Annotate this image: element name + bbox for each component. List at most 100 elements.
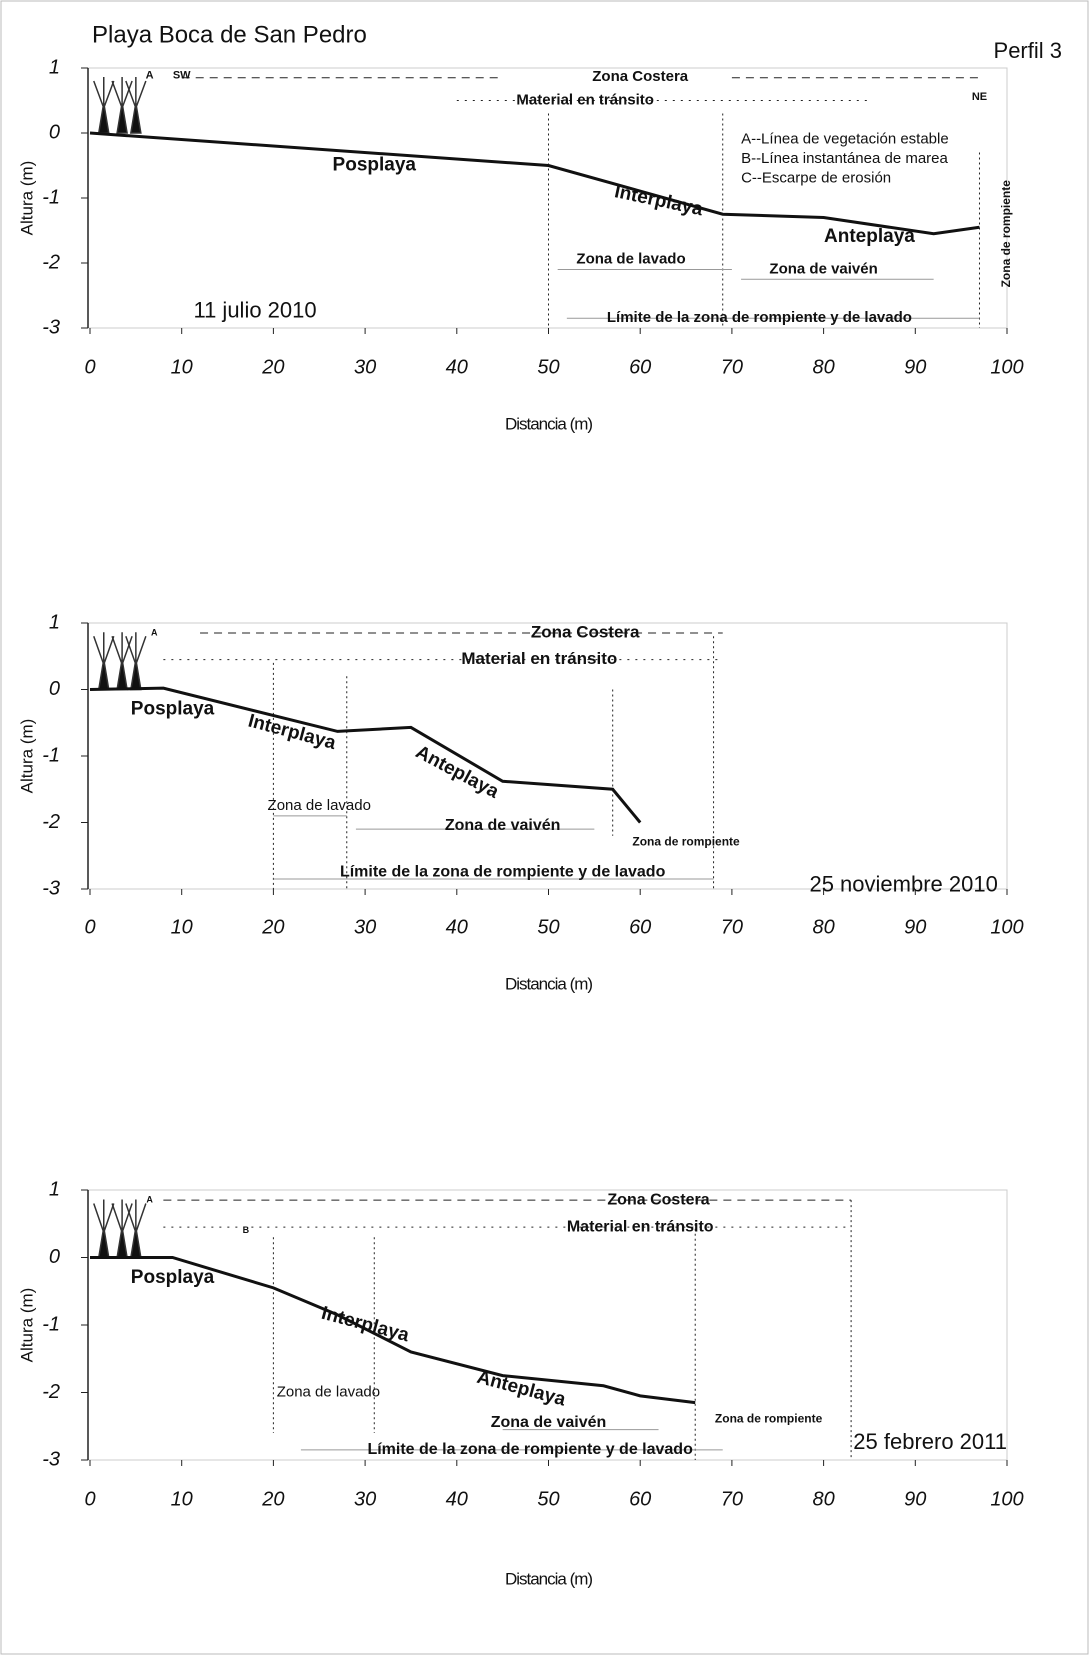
annotation: NE xyxy=(972,91,987,103)
annotation: B xyxy=(243,1225,250,1235)
annotation: Zona Costera xyxy=(607,1191,709,1208)
annotation: Zona de lavado xyxy=(277,1383,380,1400)
x-tick-label: 0 xyxy=(84,916,95,938)
x-tick-label: 80 xyxy=(812,916,834,938)
annotation: Interplaya xyxy=(319,1303,412,1347)
y-tick-label: 0 xyxy=(49,121,60,143)
annotation: 25 febrero 2011 xyxy=(853,1429,1007,1454)
profile-line xyxy=(89,131,980,236)
x-tick-label: 100 xyxy=(990,916,1023,938)
annotation: Anteplaya xyxy=(475,1367,569,1411)
x-tick-label: 30 xyxy=(354,1488,376,1510)
annotation: Posplaya xyxy=(131,1267,215,1288)
annotation: Zona de lavado xyxy=(576,251,685,268)
annotation: A xyxy=(151,627,158,637)
annotation: Zona de vaivén xyxy=(491,1414,607,1431)
x-tick-label: 50 xyxy=(537,356,559,378)
annotation: Anteplaya xyxy=(824,226,915,247)
annotation: Zona Costera xyxy=(592,68,689,85)
x-tick-label: 50 xyxy=(537,1488,559,1510)
tree-icon xyxy=(111,632,133,691)
x-tick-label: 0 xyxy=(84,356,95,378)
annotation: Zona de rompiente xyxy=(999,180,1013,288)
x-tick-label: 90 xyxy=(904,916,926,938)
x-tick-label: 50 xyxy=(537,916,559,938)
y-tick-label: -2 xyxy=(42,1381,60,1403)
tree-icon xyxy=(125,1199,147,1259)
tree-icon xyxy=(93,77,115,134)
y-axis-label: Altura (m) xyxy=(17,161,36,236)
y-tick-label: -3 xyxy=(42,1448,60,1470)
y-axis-label: Altura (m) xyxy=(17,719,36,794)
x-tick-label: 10 xyxy=(171,916,193,938)
x-tick-label: 20 xyxy=(261,356,284,378)
tree-icon xyxy=(111,1199,133,1259)
x-tick-label: 20 xyxy=(261,1488,284,1510)
x-tick-label: 70 xyxy=(721,356,743,378)
profile-line xyxy=(89,686,642,824)
y-tick-label: -1 xyxy=(42,1313,60,1335)
y-tick-label: -2 xyxy=(42,251,60,273)
x-tick-label: 70 xyxy=(721,1488,743,1510)
y-tick-label: 1 xyxy=(49,56,60,78)
tree-icon xyxy=(125,77,147,134)
annotation: 25 noviembre 2010 xyxy=(809,871,997,896)
annotation: Posplaya xyxy=(333,155,417,176)
tree-icon xyxy=(111,77,133,134)
chart-title: Playa Boca de San Pedro xyxy=(92,21,367,48)
annotation: Zona de vaivén xyxy=(769,260,877,277)
tree-icon xyxy=(93,1199,115,1259)
x-tick-label: 10 xyxy=(171,1488,193,1510)
annotation: Límite de la zona de rompiente y de lava… xyxy=(607,309,912,326)
x-axis-label: Distancia (m) xyxy=(505,1569,592,1588)
annotation: Límite de la zona de rompiente y de lava… xyxy=(340,864,666,881)
tree-icon xyxy=(93,632,115,691)
annotation: Zona de vaivén xyxy=(445,817,561,834)
annotation: Zona Costera xyxy=(531,622,640,641)
x-tick-label: 70 xyxy=(721,916,743,938)
annotation: C--Escarpe de erosión xyxy=(741,169,891,186)
x-axis-label: Distancia (m) xyxy=(505,974,592,993)
y-tick-label: -2 xyxy=(42,811,60,833)
x-tick-label: 30 xyxy=(354,916,376,938)
x-tick-label: 60 xyxy=(629,356,651,378)
annotation: Posplaya xyxy=(131,698,215,719)
x-tick-label: 30 xyxy=(354,356,376,378)
chart-subtitle: Perfil 3 xyxy=(994,38,1062,63)
x-axis-label: Distancia (m) xyxy=(505,414,592,433)
y-tick-label: -3 xyxy=(42,877,60,899)
y-tick-label: -1 xyxy=(42,744,60,766)
annotation: Material en tránsito xyxy=(461,649,617,668)
annotation: A xyxy=(146,70,154,82)
y-tick-label: 1 xyxy=(49,1178,60,1200)
y-tick-label: -1 xyxy=(42,186,60,208)
annotation: Interplaya xyxy=(246,710,339,754)
x-tick-label: 40 xyxy=(446,356,468,378)
annotation: Zona de rompiente xyxy=(715,1412,823,1426)
x-tick-label: 80 xyxy=(812,1488,834,1510)
annotation: A xyxy=(146,1195,153,1205)
y-tick-label: 1 xyxy=(49,611,60,633)
y-tick-label: -3 xyxy=(42,316,60,338)
annotation: Zona de rompiente xyxy=(632,835,740,849)
annotation: B--Línea instantánea de marea xyxy=(741,150,948,167)
profile-line xyxy=(90,1256,696,1405)
x-tick-label: 40 xyxy=(446,916,468,938)
x-tick-label: 60 xyxy=(629,1488,651,1510)
x-tick-label: 100 xyxy=(990,356,1023,378)
y-tick-label: 0 xyxy=(49,678,60,700)
x-tick-label: 90 xyxy=(904,356,926,378)
x-tick-label: 0 xyxy=(84,1488,95,1510)
annotation: Zona de lavado xyxy=(268,797,371,814)
x-tick-label: 60 xyxy=(629,916,651,938)
x-tick-label: 40 xyxy=(446,1488,468,1510)
annotation: Límite de la zona de rompiente y de lava… xyxy=(367,1441,693,1458)
x-tick-label: 90 xyxy=(904,1488,926,1510)
x-tick-label: 80 xyxy=(812,356,834,378)
x-tick-label: 100 xyxy=(990,1488,1023,1510)
annotation: Interplaya xyxy=(613,181,706,220)
annotation: A--Línea de vegetación estable xyxy=(741,130,949,147)
y-tick-label: 0 xyxy=(49,1246,60,1268)
